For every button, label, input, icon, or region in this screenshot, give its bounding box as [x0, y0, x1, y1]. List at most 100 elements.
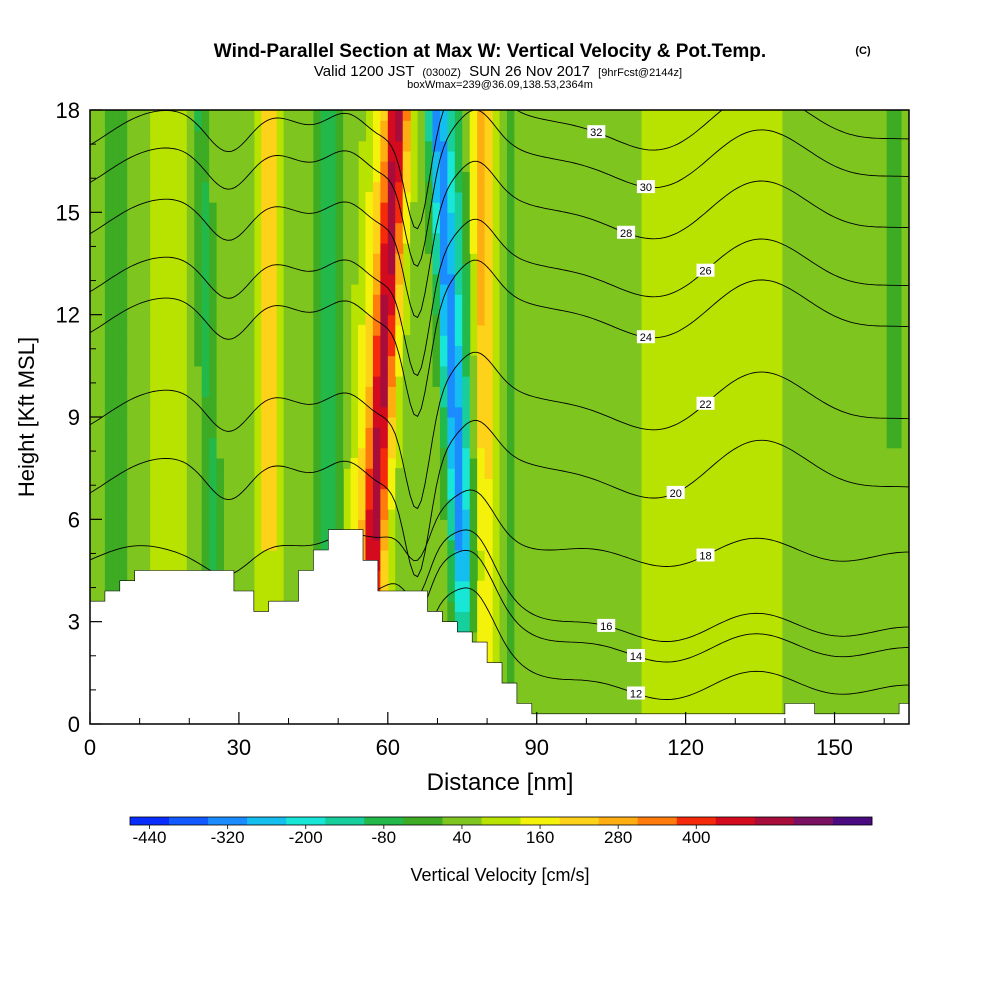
velocity-cell [261, 365, 270, 377]
velocity-cell [372, 478, 381, 490]
velocity-cell [573, 580, 582, 592]
velocity-cell [201, 560, 210, 572]
velocity-cell [879, 550, 888, 561]
velocity-cell [261, 417, 270, 428]
velocity-cell [603, 243, 612, 254]
velocity-cell [343, 314, 352, 326]
y-axis-label: Height [Kft MSL] [14, 337, 39, 497]
velocity-cell [901, 324, 909, 336]
velocity-cell [186, 110, 195, 121]
velocity-cell [209, 396, 218, 408]
velocity-cell [425, 283, 434, 295]
velocity-cell [291, 478, 300, 490]
velocity-cell [224, 253, 233, 265]
velocity-cell [127, 110, 136, 121]
velocity-cell [879, 294, 888, 306]
velocity-cell [834, 468, 843, 479]
velocity-cell [864, 202, 873, 213]
velocity-cell [894, 621, 903, 633]
velocity-cell [819, 161, 828, 172]
velocity-cell [506, 396, 515, 408]
velocity-cell [618, 621, 627, 633]
velocity-cell [499, 345, 508, 357]
velocity-cell [603, 550, 612, 561]
velocity-cell [350, 253, 359, 265]
velocity-cell [886, 140, 895, 152]
velocity-cell [797, 672, 806, 684]
velocity-cell [320, 468, 329, 479]
velocity-cell [849, 273, 858, 285]
velocity-cell [633, 662, 642, 674]
velocity-cell [499, 406, 508, 418]
velocity-cell [559, 191, 568, 203]
velocity-cell [789, 539, 798, 551]
velocity-cell [186, 406, 195, 418]
velocity-cell [439, 181, 448, 193]
velocity-cell [596, 335, 605, 346]
velocity-cell [812, 243, 821, 254]
velocity-cell [849, 294, 858, 306]
velocity-cell [782, 140, 791, 152]
velocity-cell [544, 601, 553, 613]
velocity-cell [477, 161, 486, 172]
velocity-cell [551, 693, 560, 705]
velocity-cell [320, 447, 329, 459]
velocity-cell [231, 365, 240, 377]
velocity-cell [871, 345, 880, 357]
velocity-cell [291, 590, 300, 602]
velocity-cell [462, 447, 471, 459]
velocity-cell [484, 478, 493, 490]
velocity-cell [134, 335, 143, 346]
velocity-cell [551, 417, 560, 428]
velocity-cell [104, 222, 113, 234]
velocity-cell [797, 611, 806, 623]
velocity-cell [827, 263, 836, 275]
velocity-cell [261, 253, 270, 265]
velocity-cell [119, 437, 128, 449]
velocity-cell [134, 447, 143, 459]
velocity-cell [417, 509, 426, 520]
velocity-cell [104, 335, 113, 346]
velocity-cell [365, 212, 374, 224]
velocity-cell [789, 509, 798, 520]
velocity-cell [469, 120, 478, 132]
velocity-cell [626, 406, 635, 418]
velocity-cell [819, 662, 828, 674]
velocity-cell [291, 406, 300, 418]
velocity-cell [864, 232, 873, 244]
velocity-cell [119, 570, 128, 582]
velocity-cell [417, 365, 426, 377]
velocity-cell [387, 406, 396, 418]
velocity-cell [313, 427, 322, 439]
velocity-cell [603, 590, 612, 602]
velocity-cell [566, 335, 575, 346]
velocity-cell [879, 243, 888, 254]
velocity-cell [573, 396, 582, 408]
velocity-cell [864, 222, 873, 234]
velocity-cell [142, 202, 151, 213]
velocity-cell [849, 488, 858, 500]
velocity-cell [566, 427, 575, 439]
velocity-cell [529, 283, 538, 295]
velocity-cell [864, 560, 873, 572]
velocity-cell [573, 488, 582, 500]
velocity-cell [566, 161, 575, 172]
velocity-cell [856, 355, 865, 367]
velocity-cell [283, 191, 292, 203]
velocity-cell [901, 417, 909, 428]
velocity-cell [559, 161, 568, 172]
velocity-cell [439, 560, 448, 572]
velocity-cell [804, 437, 813, 449]
velocity-cell [886, 560, 895, 572]
velocity-cell [462, 488, 471, 500]
velocity-cell [789, 161, 798, 172]
velocity-cell [402, 171, 411, 183]
velocity-cell [894, 263, 903, 275]
velocity-cell [380, 406, 389, 418]
velocity-cell [201, 324, 210, 336]
theta-contour-label-bg [696, 396, 715, 410]
velocity-cell [417, 140, 426, 152]
velocity-cell [261, 130, 270, 142]
velocity-cell [395, 120, 404, 132]
velocity-cell [469, 560, 478, 572]
